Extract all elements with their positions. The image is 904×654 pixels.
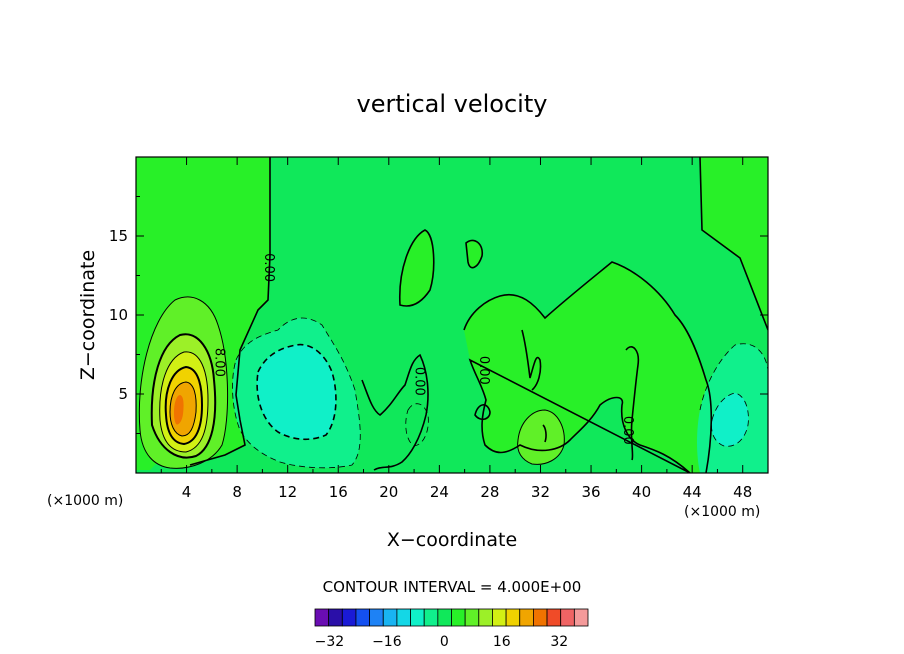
x-unit-label-left: (×1000 m): [47, 493, 123, 509]
field-island-a: [399, 230, 434, 307]
plot-area: [136, 157, 768, 473]
x-tick-label: 44: [683, 483, 702, 501]
colorbar-swatch: [560, 608, 575, 627]
downdraft-east-neg8: [711, 393, 749, 447]
colorbar-tick-label: 16: [493, 634, 511, 650]
contour-updraft-12: [159, 351, 209, 453]
contour-label: 0.00: [620, 416, 635, 445]
y-axis-ticks: 5 10 15: [109, 196, 768, 434]
contour-updraft-16: [164, 365, 204, 446]
colorbar-swatch: [437, 608, 452, 627]
colorbar-swatch: [533, 608, 548, 627]
colorbar-swatch: [328, 608, 343, 627]
contour-label: 0.00: [411, 367, 426, 396]
contour-zero-island-b: [465, 239, 484, 269]
colorbar: −32 −16 0 16 32: [314, 608, 589, 650]
colorbar-tick-label: −16: [372, 634, 402, 650]
colorbar-swatch: [355, 608, 371, 627]
colorbar-swatch: [519, 608, 534, 627]
contour-zero-central: [463, 261, 713, 473]
colorbar-swatch: [505, 608, 521, 627]
contour-label: 0.00: [476, 356, 491, 385]
colorbar-swatch: [492, 608, 507, 627]
updraft-secondary-4: [517, 410, 565, 465]
contour-downdraft-east-neg8: [711, 392, 749, 447]
contour-downdraft-neg4: [232, 317, 361, 469]
colorbar-swatch: [423, 608, 439, 627]
contour-label: 0.00: [261, 253, 276, 282]
x-tick-label: 24: [430, 483, 449, 501]
colorbar-swatch: [382, 608, 398, 627]
colorbar-tick-label: 32: [550, 634, 568, 650]
x-tick-label: 36: [581, 483, 600, 501]
contour-zero-spike-x31: [521, 329, 542, 391]
contour-label: 8.00: [212, 348, 227, 377]
colorbar-swatch: [341, 608, 357, 627]
contour-zero-spike-x39: [625, 346, 640, 461]
downdraft-level-neg8: [257, 344, 336, 440]
colorbar-swatch: [396, 608, 411, 627]
y-tick-label: 10: [109, 306, 128, 324]
field-island-b: [466, 240, 483, 268]
colorbar-swatch: [478, 608, 493, 627]
colorbar-swatch: [573, 608, 589, 627]
x-tick-label: 28: [480, 483, 499, 501]
colorbar-swatch: [314, 608, 330, 627]
contour-downdraft-east-neg4: [699, 343, 768, 411]
x-tick-label: 4: [182, 483, 192, 501]
contour-updraft-8: [150, 333, 217, 459]
x-tick-label: 16: [329, 483, 348, 501]
x-tick-label: 48: [733, 483, 752, 501]
x-tick-label: 40: [632, 483, 651, 501]
x-axis-label: X−coordinate: [387, 529, 517, 551]
chart-title: vertical velocity: [357, 90, 548, 118]
x-tick-label: 8: [232, 483, 242, 501]
x-tick-label: 12: [278, 483, 297, 501]
y-tick-label: 15: [109, 227, 128, 245]
colorbar-swatch: [546, 608, 562, 627]
contour-zero-wiggle-20: [361, 353, 429, 471]
x-tick-label: 20: [379, 483, 398, 501]
contour-interval-text: CONTOUR INTERVAL = 4.000E+00: [323, 578, 582, 596]
colorbar-swatch: [464, 608, 480, 627]
contour-updraft-4: [138, 296, 229, 469]
contour-labels: 0.00 8.00 0.00 0.00 0.00: [212, 253, 635, 445]
contour-zero-lobe-x26: [474, 404, 491, 421]
x-tick-label: 32: [531, 483, 550, 501]
colorbar-tick-label: −32: [315, 634, 345, 650]
field-lobe-x26: [475, 404, 490, 420]
colorbar-tick-label: 0: [440, 634, 449, 650]
y-tick-label: 5: [118, 385, 128, 403]
colorbar-swatch: [410, 608, 425, 627]
contour-zero-east: [699, 157, 768, 331]
updraft-core: [174, 395, 184, 425]
y-axis-label: Z−coordinate: [77, 250, 99, 380]
x-axis-ticks: 4 8 12 16 20 24 28 32 36 40 44 48: [160, 157, 752, 501]
contour-downdraft-x24: [405, 403, 429, 447]
contour-zero-central-bottom: [468, 358, 691, 473]
colorbar-swatch: [451, 608, 466, 627]
contour-updraft-secondary: [517, 409, 565, 465]
contour-updraft-secondary-core: [542, 424, 547, 443]
colorbar-swatch: [369, 608, 384, 627]
contour-zero-island-a: [399, 229, 435, 307]
x-unit-label-right: (×1000 m): [684, 504, 760, 520]
contour-updraft-20: [169, 381, 197, 437]
contour-downdraft-neg8: [256, 343, 337, 441]
contour-zero-main: [189, 157, 271, 466]
